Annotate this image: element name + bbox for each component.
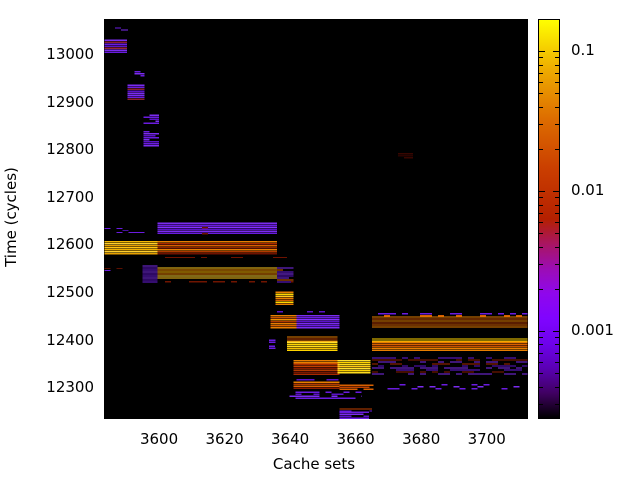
- colorbar-minor-tick: [539, 107, 543, 108]
- colorbar-minor-tick: [555, 233, 559, 234]
- y-axis-title: Time (cycles): [2, 167, 20, 267]
- y-tick-label: 12800: [46, 140, 94, 159]
- colorbar-minor-tick: [555, 404, 559, 405]
- colorbar-minor-tick: [539, 65, 543, 66]
- colorbar: [538, 19, 560, 419]
- colorbar-minor-tick: [555, 353, 559, 354]
- colorbar-minor-tick: [555, 93, 559, 94]
- colorbar-minor-tick: [539, 387, 543, 388]
- colorbar-major-tick: [539, 331, 545, 332]
- colorbar-minor-tick: [539, 233, 543, 234]
- colorbar-minor-tick: [555, 213, 559, 214]
- colorbar-minor-tick: [539, 344, 543, 345]
- colorbar-minor-tick: [555, 344, 559, 345]
- colorbar-minor-tick: [539, 124, 543, 125]
- colorbar-minor-tick: [555, 222, 559, 223]
- colorbar-major-tick: [553, 191, 559, 192]
- x-tick-label: 3660: [336, 430, 375, 448]
- colorbar-minor-tick: [539, 197, 543, 198]
- colorbar-minor-tick: [555, 124, 559, 125]
- colorbar-major-tick: [553, 51, 559, 52]
- x-axis-title: Cache sets: [272, 455, 356, 473]
- plot-area: [104, 19, 528, 419]
- colorbar-minor-tick: [539, 373, 543, 374]
- colorbar-minor-tick: [555, 289, 559, 290]
- colorbar-minor-tick: [539, 362, 543, 363]
- colorbar-minor-tick: [555, 387, 559, 388]
- colorbar-minor-tick: [555, 362, 559, 363]
- colorbar-minor-tick: [539, 213, 543, 214]
- colorbar-minor-tick: [539, 93, 543, 94]
- y-tick-label: 12300: [46, 378, 94, 397]
- colorbar-major-tick: [553, 331, 559, 332]
- x-tick-label: 3620: [205, 430, 244, 448]
- colorbar-minor-tick: [539, 353, 543, 354]
- colorbar-minor-tick: [539, 82, 543, 83]
- colorbar-minor-tick: [555, 149, 559, 150]
- colorbar-minor-tick: [555, 264, 559, 265]
- x-tick-label: 3680: [402, 430, 441, 448]
- colorbar-minor-tick: [539, 205, 543, 206]
- x-tick-label: 3600: [139, 430, 179, 448]
- y-tick-label: 12400: [46, 330, 94, 349]
- colorbar-minor-tick: [555, 205, 559, 206]
- colorbar-minor-tick: [539, 289, 543, 290]
- colorbar-minor-tick: [555, 57, 559, 58]
- x-tick-label: 3700: [467, 430, 506, 448]
- colorbar-minor-tick: [555, 73, 559, 74]
- colorbar-tick-label: 0.1: [571, 40, 595, 59]
- colorbar-major-tick: [539, 191, 545, 192]
- colorbar-tick-label: 0.001: [571, 320, 614, 339]
- colorbar-minor-tick: [539, 247, 543, 248]
- colorbar-minor-tick: [555, 82, 559, 83]
- colorbar-minor-tick: [555, 373, 559, 374]
- colorbar-minor-tick: [555, 107, 559, 108]
- x-tick-label: 3640: [271, 430, 310, 448]
- colorbar-minor-tick: [539, 337, 543, 338]
- y-tick-label: 13000: [46, 45, 94, 63]
- colorbar-major-tick: [539, 51, 545, 52]
- colorbar-minor-tick: [539, 149, 543, 150]
- colorbar-minor-tick: [539, 264, 543, 265]
- colorbar-tick-label: 0.01: [571, 180, 605, 199]
- colorbar-minor-tick: [539, 404, 543, 405]
- heatmap-canvas: [104, 27, 528, 419]
- colorbar-minor-tick: [539, 222, 543, 223]
- colorbar-minor-tick: [555, 247, 559, 248]
- y-tick-label: 12500: [46, 283, 94, 302]
- y-tick-label: 12900: [46, 92, 94, 111]
- colorbar-minor-tick: [539, 73, 543, 74]
- y-tick-label: 12600: [46, 235, 94, 254]
- colorbar-minor-tick: [555, 337, 559, 338]
- y-tick-label: 12700: [46, 187, 94, 206]
- colorbar-minor-tick: [539, 57, 543, 58]
- colorbar-minor-tick: [555, 197, 559, 198]
- colorbar-minor-tick: [555, 65, 559, 66]
